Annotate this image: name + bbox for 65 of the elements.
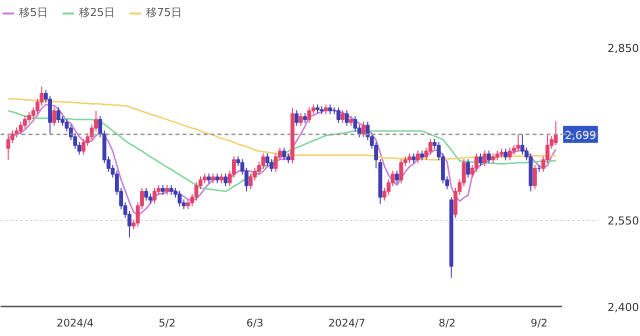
candlestick [215, 173, 220, 184]
x-tick-label: 8/2 [438, 318, 456, 330]
candlestick [336, 106, 340, 124]
candlestick [508, 147, 512, 161]
candlestick [160, 184, 165, 196]
candlestick [286, 152, 290, 164]
candlestick [516, 134, 520, 152]
candlestick [466, 158, 470, 178]
legend-label: 移25日 [79, 5, 115, 20]
legend-label: 移5日 [19, 5, 48, 20]
candlestick [395, 170, 399, 184]
candlestick [52, 106, 56, 126]
candlestick [353, 115, 358, 132]
candlestick [219, 173, 224, 184]
x-tick-label: 9/2 [530, 318, 548, 330]
candlestick [165, 184, 170, 196]
x-tick-label: 6/3 [246, 318, 264, 330]
candlestick [408, 152, 412, 164]
candlestick [56, 106, 60, 124]
candlestick [303, 112, 307, 124]
y-tick-label: 2,400 [608, 301, 639, 314]
candlestick [98, 115, 102, 138]
candlestick [178, 190, 182, 207]
candlestick [18, 121, 23, 135]
x-tick-label: 2024/4 [56, 318, 94, 330]
candlestick [495, 150, 500, 161]
x-tick-label: 2024/7 [328, 318, 366, 330]
candlestick [416, 150, 420, 164]
candlestick [274, 152, 278, 172]
candlestick [399, 158, 404, 184]
candlestick [307, 106, 312, 124]
candlestick [532, 164, 537, 190]
candlestick [324, 104, 328, 115]
candlestick [554, 120, 558, 146]
candlestick [169, 184, 174, 196]
candlestick [344, 110, 349, 126]
candlestick [482, 150, 487, 167]
candlestick [144, 187, 148, 202]
legend-label: 移75日 [146, 5, 182, 20]
y-tick-label: 2,850 [608, 42, 639, 55]
candlestick [420, 150, 424, 161]
candlestick [328, 104, 332, 115]
candlestick [504, 148, 508, 161]
candlestick [294, 110, 299, 126]
candlestick [298, 112, 303, 126]
candlestick [362, 121, 366, 138]
candlestick [82, 138, 86, 156]
candlestick [478, 152, 483, 167]
candlestick [211, 173, 216, 184]
candlestick [206, 173, 211, 184]
candlestick [152, 187, 156, 204]
candlestick [6, 133, 10, 160]
candlestick [412, 152, 416, 164]
candlestick [224, 173, 228, 187]
candlestick [340, 110, 345, 124]
candlestick [428, 138, 432, 156]
y-tick-label: 2,550 [608, 214, 639, 228]
candlestick [349, 115, 353, 126]
candlestick [148, 193, 152, 204]
x-tick-label: 5/2 [158, 318, 176, 330]
candlestick [248, 173, 253, 190]
candlestick [474, 152, 478, 172]
candlestick [491, 152, 496, 164]
candlestick [282, 147, 286, 161]
candlestick [486, 150, 491, 164]
